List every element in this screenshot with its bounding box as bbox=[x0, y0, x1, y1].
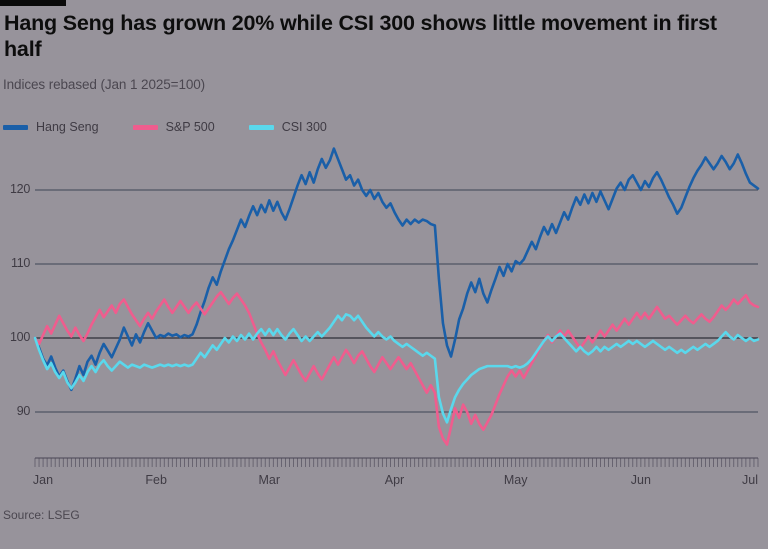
x-axis-tick-mar: Mar bbox=[258, 473, 281, 487]
x-axis-tick-jun: Jun bbox=[630, 473, 651, 487]
x-axis-daily-ticks bbox=[34, 458, 759, 467]
source-note: Source: LSEG bbox=[3, 508, 80, 522]
y-axis-tick-100: 100 bbox=[10, 330, 30, 344]
series-line-s-p-500 bbox=[33, 290, 760, 446]
chart-subtitle: Indices rebased (Jan 1 2025=100) bbox=[3, 77, 206, 92]
legend-label-sp500: S&P 500 bbox=[165, 120, 215, 134]
x-axis-tick-jul: Jul bbox=[742, 473, 758, 487]
x-axis-tick-may: May bbox=[503, 473, 528, 487]
series-line-csi-300 bbox=[33, 313, 760, 424]
x-axis-tick-feb: Feb bbox=[145, 473, 167, 487]
page-title: Hang Seng has grown 20% while CSI 300 sh… bbox=[4, 11, 717, 62]
legend-swatch-sp500 bbox=[132, 124, 158, 130]
ft-brand-bar bbox=[0, 0, 66, 6]
legend-label-hang-seng: Hang Seng bbox=[36, 120, 99, 134]
chart-legend: Hang Seng S&P 500 CSI 300 bbox=[3, 119, 361, 135]
series-line-hang-seng bbox=[33, 147, 760, 392]
legend-swatch-hang-seng bbox=[3, 124, 28, 130]
y-axis-tick-90: 90 bbox=[16, 404, 31, 418]
y-axis-tick-120: 120 bbox=[10, 182, 30, 196]
x-axis-tick-jan: Jan bbox=[32, 473, 54, 487]
legend-item-csi300[interactable]: CSI 300 bbox=[248, 120, 327, 134]
x-axis-tick-apr: Apr bbox=[384, 473, 405, 487]
legend-item-hang-seng[interactable]: Hang Seng bbox=[3, 120, 99, 134]
legend-label-csi300: CSI 300 bbox=[281, 120, 327, 134]
legend-item-sp500[interactable]: S&P 500 bbox=[132, 120, 215, 134]
legend-swatch-csi300 bbox=[248, 124, 274, 130]
y-axis-tick-110: 110 bbox=[10, 256, 30, 270]
